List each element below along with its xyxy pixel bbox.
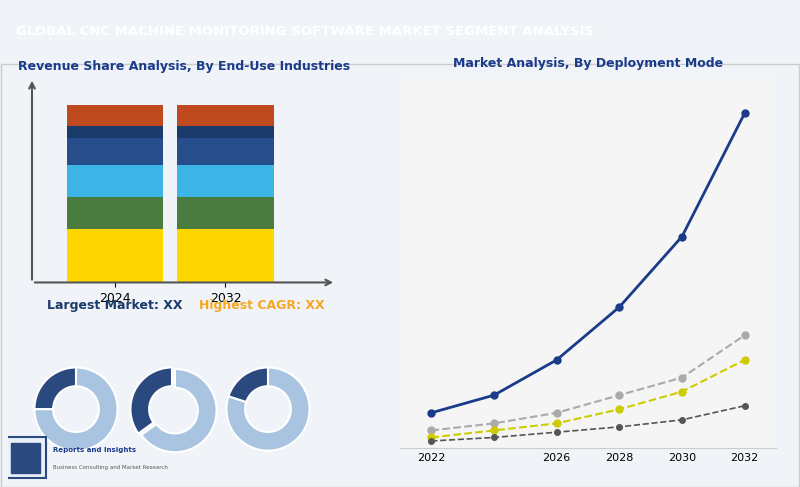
- Bar: [66, 138, 163, 165]
- Wedge shape: [142, 369, 217, 452]
- Wedge shape: [130, 368, 172, 433]
- Wedge shape: [34, 368, 118, 450]
- Text: Highest CAGR: XX: Highest CAGR: XX: [199, 300, 325, 312]
- Bar: [66, 105, 163, 126]
- Wedge shape: [34, 368, 76, 409]
- Wedge shape: [226, 368, 310, 450]
- Text: Reports and Insights: Reports and Insights: [53, 448, 136, 453]
- Bar: [177, 165, 274, 197]
- Bar: [177, 126, 274, 138]
- Text: GLOBAL CNC MACHINE MONITORING SOFTWARE MARKET SEGMENT ANALYSIS: GLOBAL CNC MACHINE MONITORING SOFTWARE M…: [16, 25, 594, 38]
- Bar: [66, 165, 163, 197]
- Bar: [66, 197, 163, 229]
- Bar: [177, 197, 274, 229]
- Bar: [177, 138, 274, 165]
- Bar: [177, 105, 274, 126]
- Text: Largest Market: XX: Largest Market: XX: [47, 300, 182, 312]
- FancyBboxPatch shape: [11, 443, 40, 473]
- FancyBboxPatch shape: [5, 437, 46, 478]
- Wedge shape: [229, 368, 268, 402]
- Bar: [66, 229, 163, 282]
- Text: Business Consulting and Market Research: Business Consulting and Market Research: [53, 465, 168, 470]
- Title: Market Analysis, By Deployment Mode: Market Analysis, By Deployment Mode: [453, 57, 723, 70]
- Bar: [66, 126, 163, 138]
- Title: Revenue Share Analysis, By End-Use Industries: Revenue Share Analysis, By End-Use Indus…: [18, 59, 350, 73]
- Bar: [177, 229, 274, 282]
